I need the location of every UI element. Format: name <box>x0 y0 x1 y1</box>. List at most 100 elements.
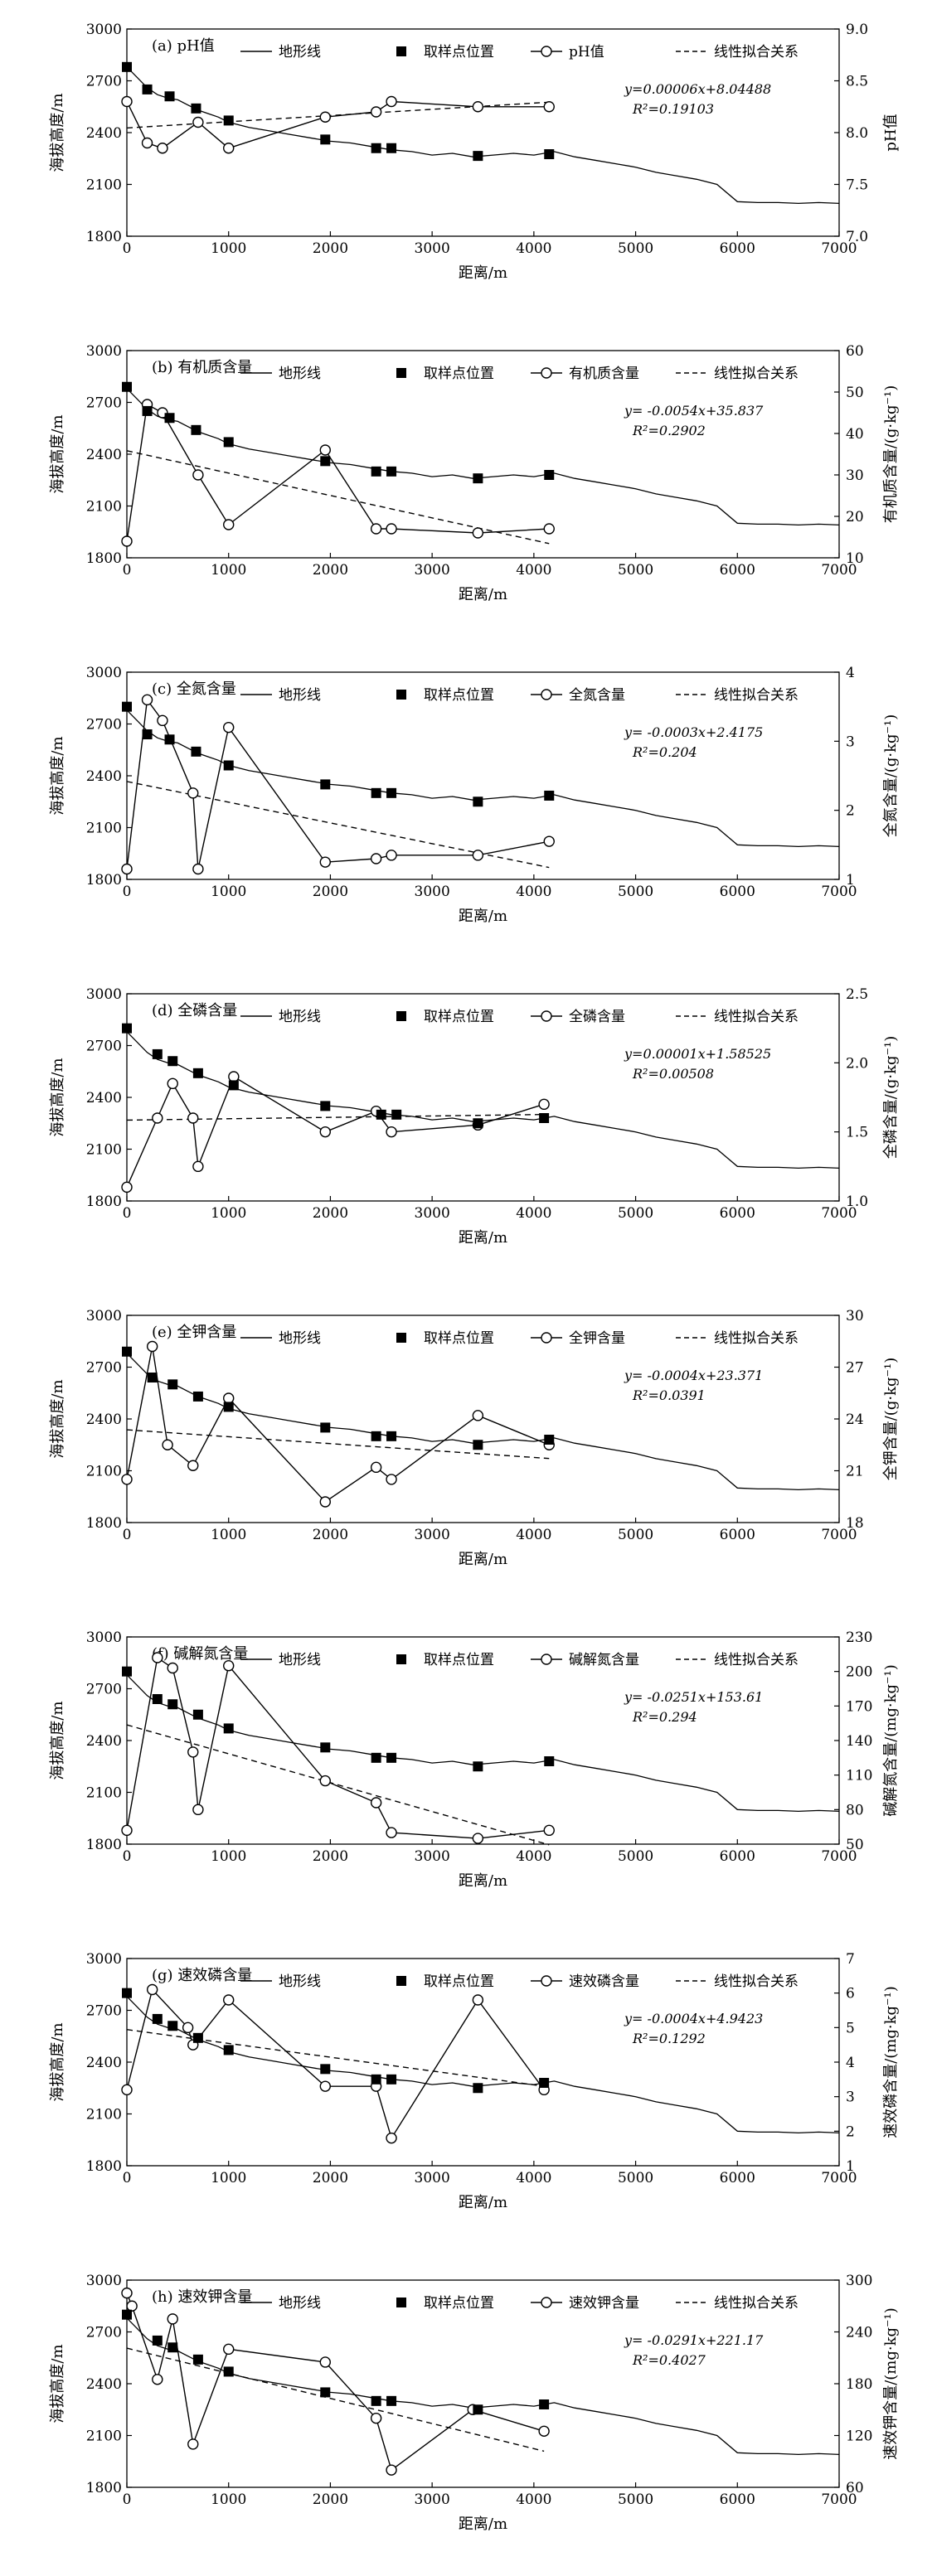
y-right-tick-label: 30 <box>846 467 864 484</box>
measured-point <box>538 1098 550 1111</box>
legend-entry-1: 取样点位置 <box>396 1973 494 1990</box>
measured-point <box>187 2438 199 2450</box>
chart-panel-4: 0 1000 2000 3000 4000 5000 6000 7000 1800 2100 240… <box>49 1308 900 1568</box>
sampling-point <box>539 1113 550 1123</box>
chart-panel-6: 0 1000 2000 3000 4000 5000 6000 7000 1800 2100 240… <box>49 1951 900 2211</box>
y-right-axis-title-name: 速效钾含量/ <box>882 2380 900 2460</box>
sampling-point <box>164 734 175 745</box>
x-tick-label: 7000 <box>821 562 857 579</box>
y-left-tick-label: 2400 <box>86 1090 122 1106</box>
measured-point <box>386 2464 397 2476</box>
legend-entry-1: 取样点位置 <box>396 44 494 61</box>
sampling-point <box>122 701 132 712</box>
panel-title: (h) 速效钾含量 <box>152 2288 252 2306</box>
legend-entry-3: 线性拟合关系 <box>676 44 799 61</box>
y-left-tick-label: 2100 <box>86 821 122 837</box>
chart-panel-5: 0 1000 2000 3000 4000 5000 6000 7000 1800 2100 240… <box>49 1629 900 1890</box>
fit-equation: y= -0.0004x+4.9423 <box>624 2011 763 2026</box>
y-left-tick-label: 2400 <box>86 1411 122 1428</box>
legend-measured-marker <box>541 1654 552 1665</box>
measured-point <box>187 1460 199 1471</box>
y-left-tick-label: 2400 <box>86 447 122 463</box>
sampling-point <box>223 2366 234 2377</box>
legend-label: 有机质含量 <box>569 366 639 382</box>
legend-entry-2: pH值 <box>531 44 604 61</box>
legend-label: pH值 <box>569 44 604 61</box>
measured-point <box>121 1474 133 1485</box>
sampling-point <box>320 134 331 145</box>
chart-panel-0: 0 1000 2000 3000 4000 5000 6000 7000 1800 2100 240… <box>49 22 900 282</box>
legend-label: 地形线 <box>279 1009 321 1025</box>
measured-point <box>152 1112 163 1124</box>
x-tick-label: 3000 <box>415 2170 450 2186</box>
x-tick-label: 2000 <box>313 884 348 900</box>
legend-label: 线性拟合关系 <box>714 2295 799 2312</box>
legend-sample-swatch <box>396 1654 406 1664</box>
y-right-tick-label: 20 <box>846 509 864 525</box>
sampling-point <box>320 1742 331 1753</box>
panel-title: (f) 碱解氮含量 <box>152 1645 248 1663</box>
y-right-tick-label: 21 <box>846 1464 864 1480</box>
measured-point <box>319 2080 331 2092</box>
measured-point <box>187 787 199 799</box>
y-right-tick-label: 7.0 <box>846 229 868 245</box>
measured-line <box>126 100 550 149</box>
x-tick-label: 1000 <box>211 1527 246 1543</box>
legend-entry-3: 线性拟合关系 <box>676 1330 799 1347</box>
y-left-tick-label: 2100 <box>86 499 122 516</box>
sampling-point <box>223 1723 234 1734</box>
legend-entry-1: 取样点位置 <box>396 366 494 382</box>
fit-line <box>126 2347 545 2453</box>
legend-label: 线性拟合关系 <box>714 1973 799 1990</box>
sampling-point <box>371 2395 381 2406</box>
measured-point <box>121 1824 133 1837</box>
x-tick-label: 1000 <box>211 1205 246 1222</box>
measured-point <box>182 2022 194 2034</box>
legend-entry-0: 地形线 <box>240 2295 321 2312</box>
y-right-tick-label: 4 <box>846 665 855 681</box>
sampling-point <box>320 1422 331 1433</box>
y-right-axis-title-name: 碱解氮含量/ <box>882 1736 900 1817</box>
x-tick-label: 2000 <box>313 2491 348 2508</box>
panel-title: (e) 全钾含量 <box>152 1324 236 1341</box>
measured-point <box>121 2287 133 2299</box>
y-left-tick-label: 2100 <box>86 2428 122 2445</box>
fit-line <box>126 450 550 545</box>
legend-entry-0: 地形线 <box>240 1330 321 1347</box>
x-tick-label: 2000 <box>313 1205 348 1222</box>
sampling-point <box>473 797 483 807</box>
legend-entry-3: 线性拟合关系 <box>676 687 799 704</box>
sampling-point <box>386 466 397 477</box>
legend-label: 碱解氮含量 <box>569 1652 639 1668</box>
sampling-point <box>164 91 175 102</box>
sampling-point <box>223 2045 234 2055</box>
x-tick-label: 5000 <box>618 884 653 900</box>
y-right-tick-label: 3 <box>846 2089 855 2106</box>
legend-entry-2: 速效磷含量 <box>531 1973 639 1990</box>
measured-point <box>121 1181 133 1194</box>
x-tick-label: 4000 <box>516 884 551 900</box>
legend-label: 地形线 <box>279 366 321 382</box>
sampling-point <box>122 1346 132 1357</box>
measured-point <box>223 143 235 154</box>
measured-point <box>228 1071 240 1082</box>
x-axis-title: 距离/m <box>459 2194 507 2211</box>
measured-line <box>126 1988 545 2140</box>
measured-point <box>126 2300 138 2312</box>
y-right-axis-title: 有机质含量/(g·kg⁻¹) <box>882 385 900 524</box>
sampling-point <box>539 2399 550 2409</box>
sampling-point <box>152 1048 163 1059</box>
sampling-point <box>223 760 234 771</box>
y-left-tick-label: 1800 <box>86 550 122 567</box>
measured-point <box>192 116 204 128</box>
y-right-tick-label: 2 <box>846 803 855 820</box>
sampling-point <box>320 779 331 790</box>
x-tick-label: 4000 <box>516 1527 551 1543</box>
y-right-tick-label: 5 <box>846 2020 855 2036</box>
sampling-point <box>371 143 381 153</box>
y-left-tick-label: 2100 <box>86 1785 122 1802</box>
measured-point <box>223 721 235 734</box>
x-tick-label: 6000 <box>720 2170 755 2186</box>
sampling-point <box>473 1118 483 1129</box>
sampling-point <box>142 84 153 94</box>
